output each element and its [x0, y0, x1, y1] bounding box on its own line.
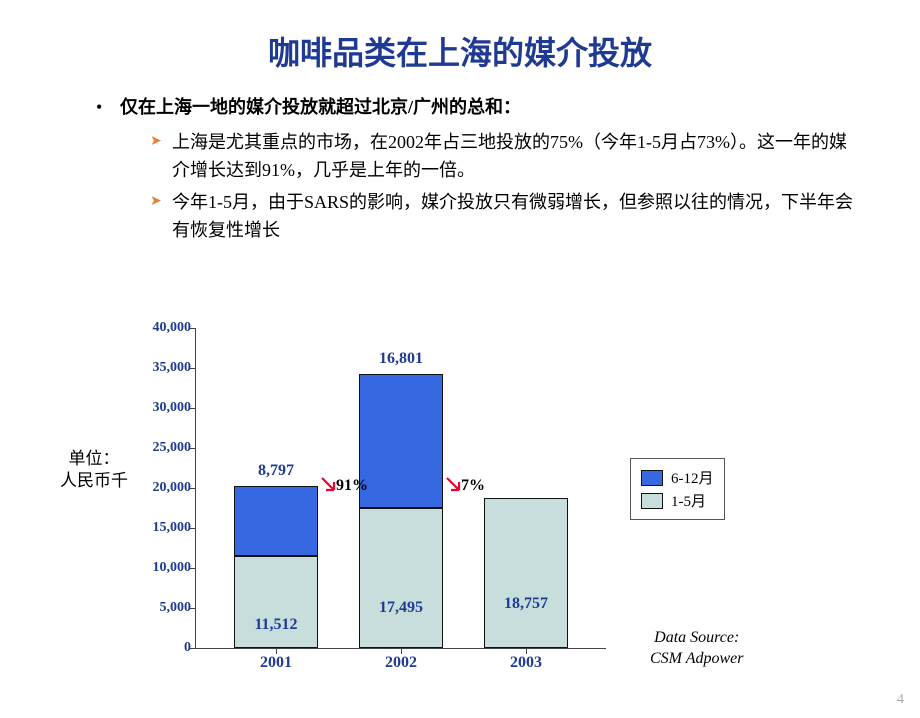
x-axis-label: 2002	[351, 654, 451, 672]
bar-segment-6-12	[234, 486, 318, 556]
page-number: 4	[897, 692, 904, 708]
legend-item: 1-5月	[641, 490, 714, 511]
bullet-sub-2: 今年1-5月，由于SARS的影响，媒介投放只有微弱增长，但参照以往的情况，下半年…	[150, 189, 860, 245]
y-tick-label: 30,000	[121, 400, 191, 416]
y-tick-label: 40,000	[121, 320, 191, 336]
growth-label: 7%	[445, 476, 485, 495]
y-axis-unit-label: 单位：人民币千	[60, 448, 128, 492]
data-source: Data Source:CSM Adpower	[650, 628, 743, 670]
x-axis-label: 2001	[226, 654, 326, 672]
bar-segment-1-5	[484, 498, 568, 648]
y-tick-label: 20,000	[121, 480, 191, 496]
bullet-list: 仅在上海一地的媒介投放就超过北京/广州的总和： 上海是尤其重点的市场，在2002…	[80, 94, 860, 245]
bar-segment-1-5	[359, 508, 443, 648]
bar-segment-1-5	[234, 556, 318, 648]
legend-label: 1-5月	[671, 490, 706, 511]
bullet-main: 仅在上海一地的媒介投放就超过北京/广州的总和：	[120, 94, 860, 121]
legend-swatch	[641, 493, 663, 509]
legend-swatch	[641, 470, 663, 486]
growth-label: 91%	[320, 476, 368, 495]
y-tick-label: 5,000	[121, 600, 191, 616]
y-tick-label: 10,000	[121, 560, 191, 576]
chart-area: 单位：人民币千 05,00010,00015,00020,00025,00030…	[60, 318, 860, 688]
bullet-sub-1: 上海是尤其重点的市场，在2002年占三地投放的75%（今年1-5月占73%）。这…	[150, 129, 860, 185]
chart-legend: 6-12月1-5月	[630, 458, 725, 520]
data-label-low: 17,495	[351, 599, 451, 617]
y-tick-label: 25,000	[121, 440, 191, 456]
legend-item: 6-12月	[641, 467, 714, 488]
y-tick-label: 0	[121, 640, 191, 656]
data-label-low: 11,512	[226, 616, 326, 634]
x-tick	[276, 648, 277, 654]
y-tick-label: 35,000	[121, 360, 191, 376]
x-tick	[526, 648, 527, 654]
data-label-low: 18,757	[476, 595, 576, 613]
page-title: 咖啡品类在上海的媒介投放	[0, 28, 920, 74]
data-label-high: 16,801	[351, 350, 451, 368]
x-axis-label: 2003	[476, 654, 576, 672]
legend-label: 6-12月	[671, 467, 714, 488]
chart-plot: 05,00010,00015,00020,00025,00030,00035,0…	[195, 328, 606, 649]
bar-segment-6-12	[359, 374, 443, 508]
data-label-high: 8,797	[226, 462, 326, 480]
y-tick-label: 15,000	[121, 520, 191, 536]
x-tick	[401, 648, 402, 654]
